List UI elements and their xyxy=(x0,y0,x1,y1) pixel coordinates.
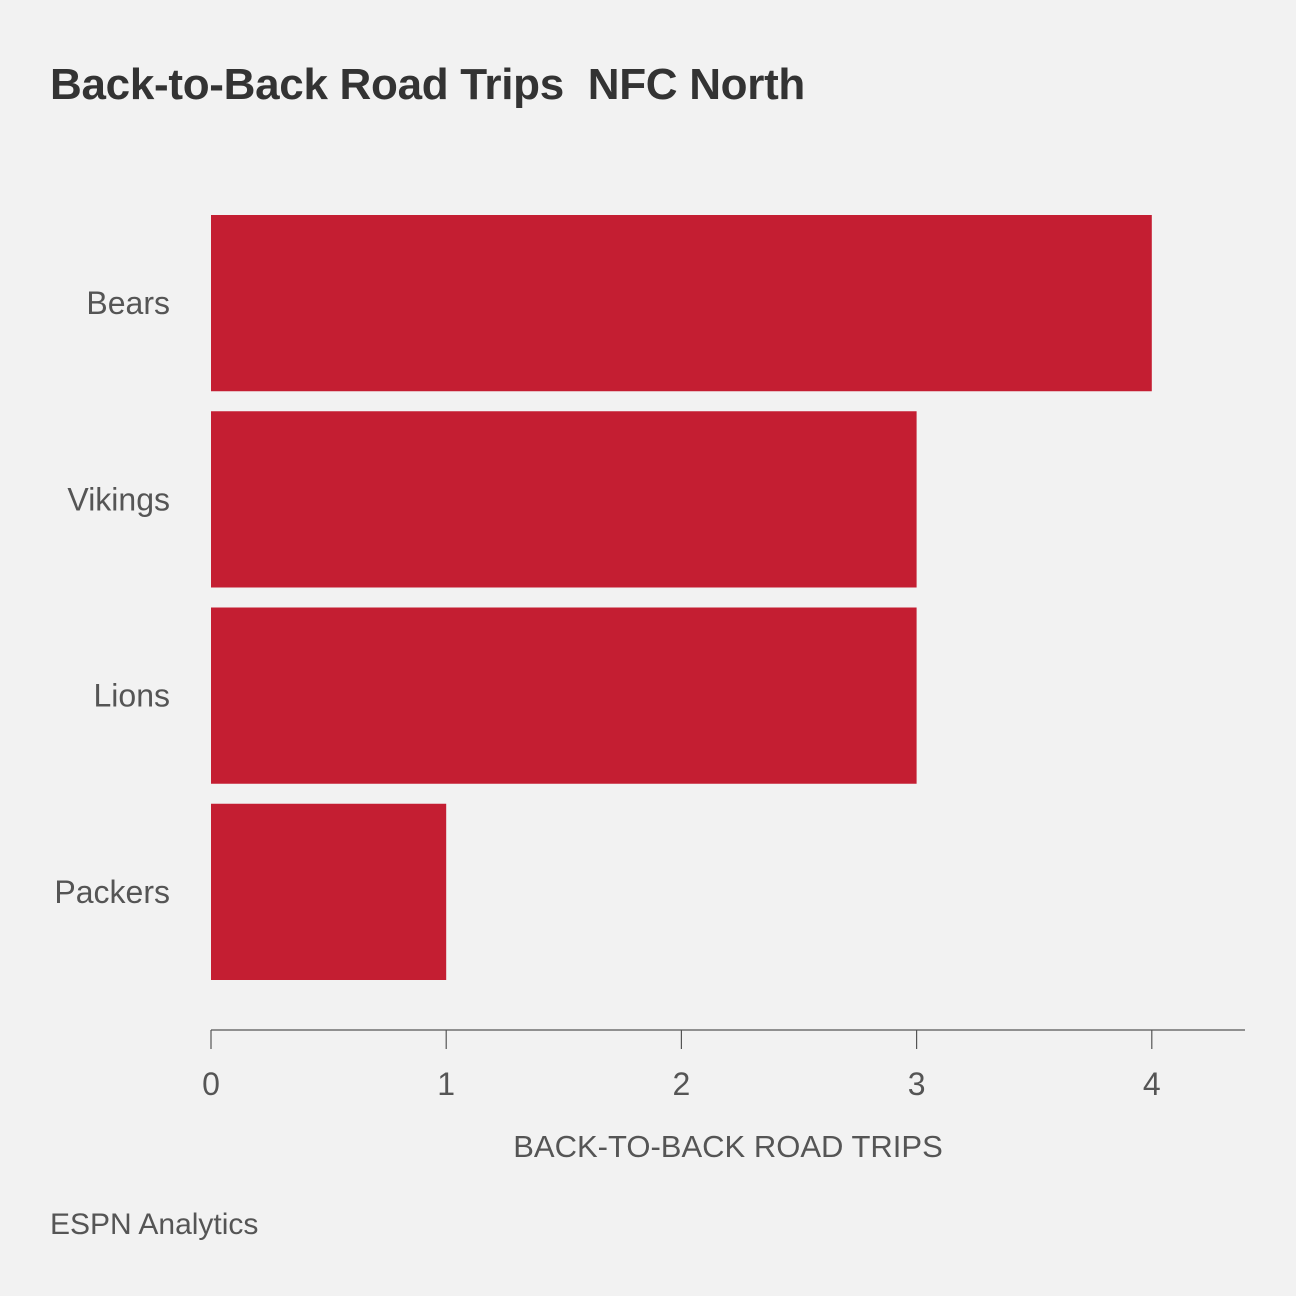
bar-vikings xyxy=(211,411,917,588)
x-tick-label-0: 0 xyxy=(202,1066,220,1102)
bars-group xyxy=(211,215,1152,980)
bar-packers xyxy=(211,803,447,980)
category-label-vikings: Vikings xyxy=(67,481,170,517)
bar-lions xyxy=(211,607,917,784)
category-label-packers: Packers xyxy=(54,874,170,910)
category-label-lions: Lions xyxy=(94,678,171,714)
category-label-bears: Bears xyxy=(86,285,170,321)
x-tick-label-2: 2 xyxy=(673,1066,691,1102)
source-note: ESPN Analytics xyxy=(50,1208,259,1241)
category-labels: Bears Vikings Lions Packers xyxy=(54,285,170,910)
chart-title: Back-to-Back Road Trips NFC North xyxy=(50,60,806,109)
x-axis-ticks: 0 1 2 3 4 xyxy=(202,1030,1161,1102)
x-tick-label-3: 3 xyxy=(908,1066,926,1102)
x-tick-label-4: 4 xyxy=(1143,1066,1161,1102)
bar-bears xyxy=(211,215,1152,392)
x-tick-label-1: 1 xyxy=(437,1066,455,1102)
x-axis-title: BACK-TO-BACK ROAD TRIPS xyxy=(513,1129,943,1164)
